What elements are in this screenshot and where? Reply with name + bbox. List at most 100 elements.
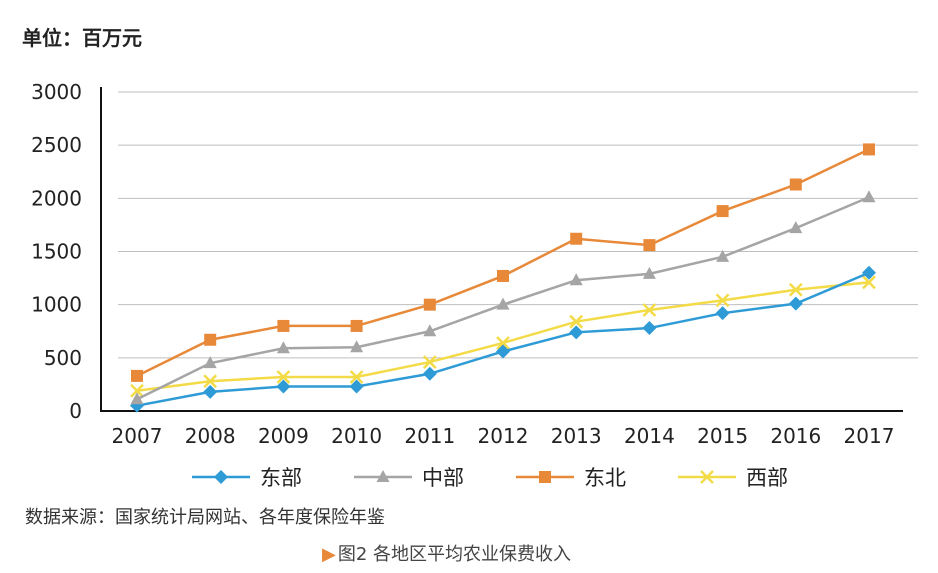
x-marker-stroke [349, 370, 364, 384]
x-marker-stroke [788, 282, 803, 297]
data-point [539, 471, 551, 483]
legend-item: 东北 [514, 462, 626, 492]
series-0 [130, 265, 876, 413]
data-point [349, 370, 364, 384]
x-tick-label: 2007 [112, 424, 163, 448]
y-tick-label: 1500 [31, 240, 82, 264]
legend: 东部 中部 东北 西部 [190, 462, 838, 492]
y-tick-label: 3000 [31, 80, 82, 104]
legend-label: 东北 [584, 466, 626, 490]
x-marker-stroke [422, 355, 437, 369]
x-marker-stroke [700, 470, 714, 484]
data-point [496, 297, 510, 310]
data-point [715, 293, 730, 308]
data-point [276, 379, 291, 394]
x-tick-label: 2013 [551, 424, 602, 448]
data-point [863, 143, 875, 156]
data-point [376, 470, 390, 482]
data-point [423, 298, 436, 311]
data-point [569, 325, 584, 340]
data-point [862, 190, 876, 203]
data-point [716, 249, 730, 262]
figure-caption: ▶ 图2 各地区平均农业保费收入 [322, 540, 571, 566]
data-point [130, 383, 144, 398]
caption-text: 图2 各地区平均农业保费收入 [337, 544, 572, 565]
axes [100, 87, 903, 412]
x-marker-stroke [642, 303, 657, 317]
data-point [788, 282, 803, 297]
legend-swatch [678, 470, 736, 484]
y-tick-label: 2000 [31, 186, 82, 210]
gridlines [118, 91, 918, 359]
data-point [349, 379, 364, 394]
x-tick-label: 2009 [258, 424, 309, 448]
data-point [203, 374, 218, 389]
legend-label: 中部 [422, 466, 464, 490]
data-point [422, 366, 437, 381]
x-tick-label: 2012 [478, 424, 529, 448]
data-point [570, 232, 583, 245]
x-marker-stroke [276, 370, 291, 384]
source-note: 数据来源：国家统计局网站、各年度保险年鉴 [25, 507, 385, 528]
y-tick-label: 0 [69, 399, 82, 423]
x-marker-stroke [203, 374, 218, 389]
data-point [214, 470, 228, 484]
data-point [350, 340, 364, 353]
x-tick-label: 2015 [697, 424, 748, 448]
unit-label: 单位：百万元 [22, 26, 142, 50]
x-tick-label: 2011 [404, 424, 455, 448]
data-point [569, 314, 584, 329]
data-point [569, 273, 583, 286]
data-point [789, 221, 803, 234]
x-tick-label: 2017 [844, 424, 895, 448]
x-marker-stroke [715, 293, 730, 308]
x-marker-stroke [862, 275, 876, 290]
data-point [642, 321, 657, 336]
data-point [642, 303, 657, 317]
line-chart: 0 500 1000 1500 2000 2500 3000 2007 2008 2009 2010… [31, 80, 918, 448]
data-point [700, 470, 714, 484]
data-point [204, 333, 217, 346]
series-lines [130, 143, 876, 413]
data-point [716, 205, 729, 218]
data-point [496, 344, 510, 359]
series-3 [130, 275, 876, 398]
x-marker-stroke [496, 336, 510, 350]
x-tick-label: 2008 [185, 424, 236, 448]
x-marker-stroke [130, 383, 144, 398]
legend-swatch [354, 470, 412, 482]
legend-label: 西部 [746, 466, 788, 490]
series-1 [130, 190, 876, 405]
tick-labels: 0 500 1000 1500 2000 2500 3000 2007 2008 2009 2010… [31, 80, 894, 448]
data-point [862, 265, 876, 280]
data-point [276, 341, 290, 354]
data-point [497, 269, 509, 282]
data-point [277, 319, 290, 332]
data-point [203, 384, 218, 399]
series-2 [131, 143, 875, 382]
legend-swatch [516, 471, 574, 483]
x-tick-label: 2010 [331, 424, 382, 448]
data-point [715, 306, 730, 321]
data-point [422, 355, 437, 369]
data-point [130, 392, 144, 405]
legend-item: 东部 [190, 462, 302, 492]
series-line [136, 271, 870, 407]
legend-swatch [192, 470, 250, 484]
data-point [862, 275, 876, 290]
data-point [496, 336, 510, 350]
data-point [423, 324, 437, 337]
data-point [789, 178, 802, 191]
x-tick-label: 2014 [624, 424, 675, 448]
data-point [788, 296, 803, 311]
data-point [643, 239, 656, 252]
data-point [350, 319, 363, 332]
y-tick-label: 1000 [31, 293, 82, 317]
legend-item: 西部 [676, 462, 788, 492]
data-point [276, 370, 291, 384]
x-tick-label: 2016 [770, 424, 821, 448]
data-point [642, 266, 656, 279]
legend-item: 中部 [352, 462, 464, 492]
caption-marker-icon: ▶ [322, 544, 336, 565]
legend-label: 东部 [260, 466, 302, 490]
